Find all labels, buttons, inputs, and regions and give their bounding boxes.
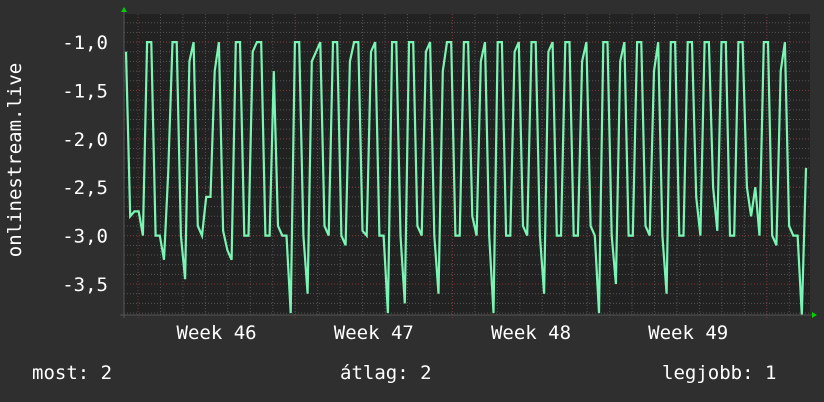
y-axis-ticks: -1,0 -1,5 -2,0 -2,5 -3,0 -3,5 [62,32,108,296]
legend-current: most: 2 [32,362,113,384]
y-tick-label: -3,0 [62,226,108,248]
y-axis-label: onlinestream.live [4,62,26,258]
y-tick-label: -3,5 [62,274,108,296]
x-tick-label: Week 48 [491,322,571,344]
x-tick-label: Week 46 [177,322,257,344]
x-tick-label: Week 49 [648,322,728,344]
legend-max: legjobb: 1 [662,362,777,384]
x-axis-arrow-icon [812,312,817,318]
y-tick-label: -1,0 [62,32,108,54]
y-tick-label: -2,5 [62,177,108,199]
legend-average: átlag: 2 [340,362,432,384]
y-tick-label: -1,5 [62,80,108,102]
series-line [124,40,808,316]
y-axis-arrow-icon [121,7,127,12]
x-tick-label: Week 47 [334,322,414,344]
y-tick-label: -2,0 [62,129,108,151]
x-axis-ticks: Week 46 Week 47 Week 48 Week 49 [177,322,729,344]
plot-area [124,14,810,315]
